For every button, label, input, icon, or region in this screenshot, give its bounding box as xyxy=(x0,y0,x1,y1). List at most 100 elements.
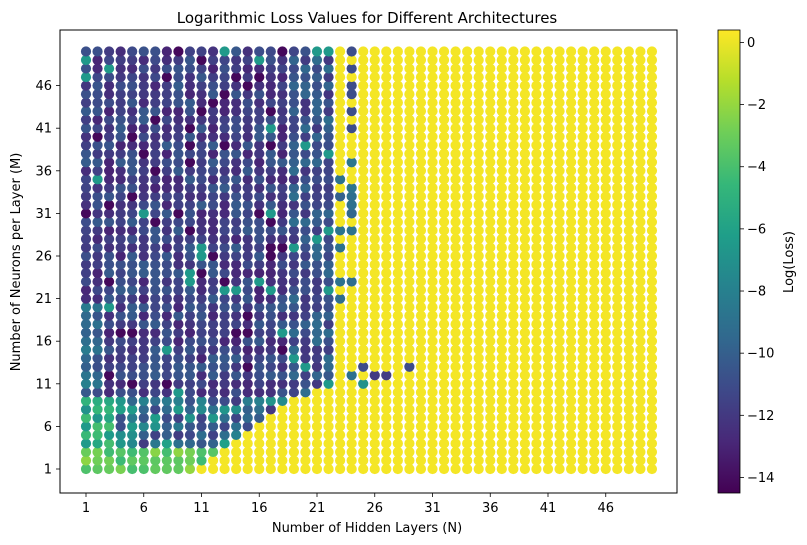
scatter-point xyxy=(323,361,334,372)
scatter-point xyxy=(381,97,392,108)
scatter-point xyxy=(473,131,484,142)
scatter-point xyxy=(496,182,507,193)
scatter-point xyxy=(508,302,519,313)
scatter-point xyxy=(508,361,519,372)
scatter-point xyxy=(369,293,380,304)
scatter-point xyxy=(231,429,242,441)
scatter-point xyxy=(589,302,600,313)
scatter-point xyxy=(104,97,115,108)
scatter-point xyxy=(415,46,427,57)
scatter-point xyxy=(219,395,230,406)
scatter-point xyxy=(277,148,288,159)
scatter-point xyxy=(519,276,531,287)
scatter-point xyxy=(323,302,334,313)
scatter-point xyxy=(473,446,484,458)
scatter-point xyxy=(231,412,242,423)
scatter-point xyxy=(392,438,403,449)
scatter-point xyxy=(450,327,461,338)
scatter-point xyxy=(369,233,380,245)
scatter-point xyxy=(646,404,658,415)
scatter-point xyxy=(473,421,484,432)
scatter-point xyxy=(542,131,554,142)
scatter-point xyxy=(554,208,565,219)
scatter-point xyxy=(335,395,346,406)
scatter-point xyxy=(254,208,265,219)
scatter-point xyxy=(450,259,461,270)
scatter-point xyxy=(519,165,531,176)
scatter-point xyxy=(92,63,103,74)
scatter-point xyxy=(600,327,611,338)
scatter-point xyxy=(646,319,658,330)
scatter-point xyxy=(196,216,207,228)
scatter-point xyxy=(173,89,184,100)
scatter-point xyxy=(566,310,577,321)
scatter-point xyxy=(277,157,288,168)
scatter-point xyxy=(392,302,403,313)
scatter-point xyxy=(577,404,588,415)
scatter-point xyxy=(138,148,149,159)
scatter-point xyxy=(104,361,115,372)
scatter-point xyxy=(242,131,253,142)
scatter-point xyxy=(612,463,623,475)
scatter-point xyxy=(288,310,299,321)
scatter-point xyxy=(219,293,230,304)
scatter-point xyxy=(173,140,184,151)
scatter-point xyxy=(254,80,265,91)
scatter-point xyxy=(415,361,427,372)
scatter-point xyxy=(566,89,577,100)
scatter-point xyxy=(265,378,276,389)
scatter-point xyxy=(311,123,323,134)
scatter-point xyxy=(184,276,196,287)
scatter-point xyxy=(277,80,288,91)
scatter-point xyxy=(150,395,161,406)
scatter-point xyxy=(173,370,184,381)
scatter-point xyxy=(566,157,577,168)
scatter-point xyxy=(554,336,565,347)
scatter-point xyxy=(450,412,461,423)
scatter-point xyxy=(519,361,531,372)
scatter-point xyxy=(519,395,531,406)
scatter-point xyxy=(646,336,658,347)
scatter-point xyxy=(427,199,438,210)
scatter-point xyxy=(219,378,230,389)
scatter-point xyxy=(566,463,577,475)
scatter-point xyxy=(508,463,519,475)
scatter-point xyxy=(196,302,207,313)
scatter-point xyxy=(138,89,149,100)
scatter-point xyxy=(542,463,554,475)
scatter-point xyxy=(104,455,115,466)
scatter-point xyxy=(161,267,172,279)
scatter-point xyxy=(623,412,634,423)
scatter-point xyxy=(80,250,92,262)
scatter-point xyxy=(196,123,207,134)
scatter-point xyxy=(161,378,172,389)
scatter-point xyxy=(358,182,369,193)
scatter-point xyxy=(646,276,658,287)
scatter-point xyxy=(542,378,554,389)
scatter-point xyxy=(311,378,323,389)
scatter-point xyxy=(554,182,565,193)
scatter-point xyxy=(358,438,369,449)
scatter-point xyxy=(207,284,219,296)
scatter-point xyxy=(358,63,369,74)
scatter-point xyxy=(473,123,484,134)
scatter-point xyxy=(415,106,427,117)
scatter-point xyxy=(577,242,588,253)
scatter-point xyxy=(623,174,634,185)
scatter-point xyxy=(184,378,196,389)
scatter-point xyxy=(150,327,161,338)
scatter-point xyxy=(646,463,658,475)
scatter-point xyxy=(335,438,346,449)
scatter-point xyxy=(150,242,161,253)
scatter-point xyxy=(219,131,230,142)
scatter-point xyxy=(462,89,473,100)
scatter-point xyxy=(277,216,288,228)
scatter-point xyxy=(323,421,334,432)
scatter-point xyxy=(242,302,253,313)
scatter-point xyxy=(496,276,507,287)
scatter-point xyxy=(589,353,600,364)
scatter-point xyxy=(600,199,611,210)
scatter-point xyxy=(589,106,600,117)
scatter-point xyxy=(254,174,265,185)
scatter-point xyxy=(531,89,542,100)
